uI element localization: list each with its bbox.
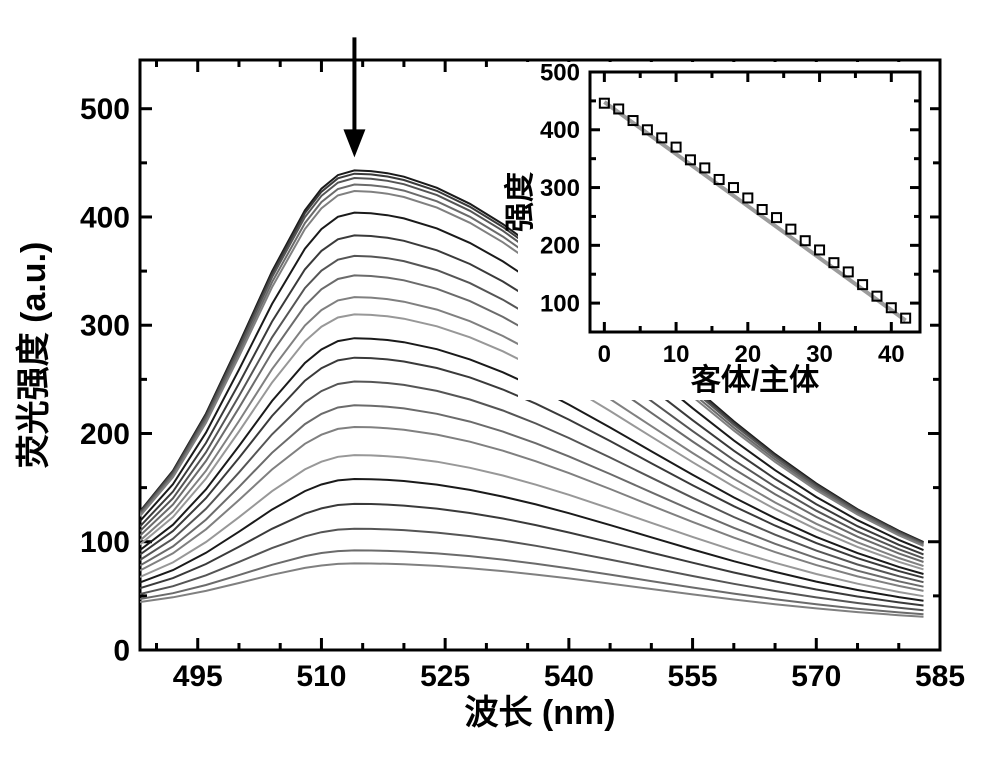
svg-text:400: 400 [80,201,130,234]
svg-text:10: 10 [663,341,690,368]
svg-text:585: 585 [915,660,965,693]
inset-chart: 010203040100200300400500客体/主体强度 [504,59,930,400]
inset-y-label: 强度 [504,172,537,232]
svg-text:500: 500 [80,93,130,126]
svg-text:500: 500 [540,59,580,86]
svg-text:0: 0 [598,341,611,368]
svg-text:510: 510 [296,660,346,693]
figure-root: 4955105255405555705850100200300400500波长 … [0,0,1000,760]
svg-text:100: 100 [80,526,130,559]
svg-text:540: 540 [544,660,594,693]
svg-text:200: 200 [80,418,130,451]
svg-text:300: 300 [540,175,580,202]
svg-text:525: 525 [420,660,470,693]
svg-text:0: 0 [113,635,130,668]
x-axis-label: 波长 (nm) [464,694,615,732]
svg-text:100: 100 [540,291,580,318]
figure-svg: 4955105255405555705850100200300400500波长 … [0,0,1000,760]
svg-text:555: 555 [668,660,718,693]
svg-text:40: 40 [878,341,905,368]
svg-text:570: 570 [791,660,841,693]
svg-text:200: 200 [540,233,580,260]
svg-text:400: 400 [540,117,580,144]
svg-text:495: 495 [173,660,223,693]
y-axis-label: 荧光强度 (a.u.) [15,242,53,469]
inset-x-label: 客体/主体 [691,363,820,397]
svg-text:300: 300 [80,310,130,343]
